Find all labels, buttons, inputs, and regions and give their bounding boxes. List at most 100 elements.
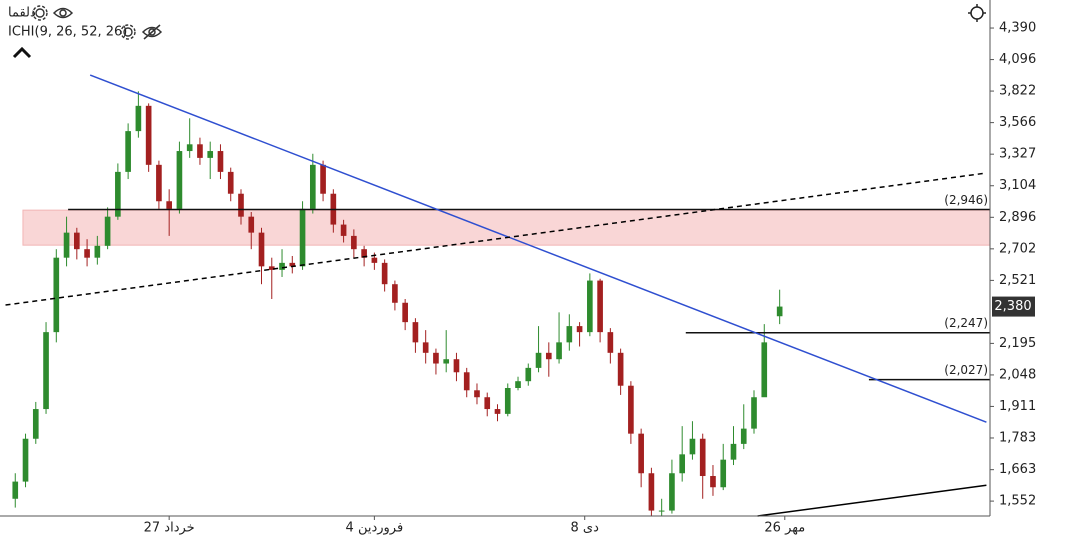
- y-tick-label: 4,096: [999, 52, 1036, 67]
- candle-body: [227, 171, 234, 194]
- candle-body: [238, 193, 244, 217]
- candle-body: [761, 342, 768, 398]
- candle-body: [607, 332, 614, 353]
- y-tick-label: 1,911: [999, 399, 1036, 414]
- candle-body: [710, 476, 716, 488]
- candle-body: [535, 352, 542, 368]
- candle-body: [115, 171, 121, 217]
- candle-body: [84, 249, 90, 258]
- candle-body: [679, 454, 686, 474]
- candle-body: [751, 397, 757, 429]
- indicator-name: ICHI(9, 26, 52, 26): [8, 25, 127, 40]
- y-tick-label: 1,663: [999, 462, 1036, 477]
- collapse-icon[interactable]: [12, 46, 32, 59]
- trend-line: [89, 74, 987, 423]
- y-tick-label: 3,822: [999, 84, 1036, 99]
- candle-body: [422, 342, 429, 353]
- candle-body: [515, 381, 521, 389]
- trend-line: [757, 484, 987, 517]
- candle-body: [351, 235, 357, 250]
- candle-body: [258, 232, 265, 267]
- candle-body: [576, 326, 583, 333]
- candle-body: [587, 280, 593, 333]
- candle-body: [217, 151, 224, 172]
- candle-body: [412, 322, 419, 343]
- y-tick-label: 2,702: [999, 241, 1036, 256]
- x-tick-label: 4 فروردین: [346, 521, 404, 536]
- candle-body: [689, 438, 696, 455]
- level-label: (2,247): [944, 316, 988, 330]
- indicator-settings-icon[interactable]: [120, 24, 136, 40]
- candle-body: [730, 443, 737, 460]
- candle-body: [166, 201, 172, 209]
- candle-body: [186, 144, 193, 152]
- candle-body: [556, 342, 562, 360]
- candle-body: [361, 249, 367, 258]
- candle-body: [740, 428, 747, 444]
- y-tick-label: 3,104: [999, 178, 1036, 193]
- y-tick-label: 2,195: [999, 336, 1036, 351]
- candle-body: [545, 352, 552, 360]
- candle-body: [279, 262, 285, 270]
- candle-body: [32, 409, 39, 439]
- candle-body: [135, 105, 142, 132]
- y-tick-label: 4,390: [999, 21, 1036, 36]
- y-tick-label: 2,521: [999, 273, 1036, 288]
- candle-body: [248, 216, 255, 233]
- candle-body: [628, 385, 634, 434]
- candle-body: [22, 438, 29, 482]
- candle-body: [207, 151, 214, 158]
- x-tick-label: 27 خرداد: [144, 521, 195, 536]
- candle-body: [699, 438, 706, 477]
- candle-body: [176, 151, 183, 209]
- candle-body: [494, 409, 501, 414]
- candle-body: [309, 164, 316, 209]
- candle-body: [74, 232, 80, 250]
- x-tick-label: 8 دی: [571, 521, 600, 536]
- y-tick-label: 2,048: [999, 367, 1036, 382]
- candle-body: [658, 510, 665, 512]
- candle-body: [484, 397, 491, 410]
- candle-body: [94, 245, 101, 258]
- candle-body: [289, 262, 296, 267]
- candle-body: [443, 359, 450, 364]
- plot-area: [5, 74, 991, 517]
- indicator-hide-icon[interactable]: [141, 24, 163, 40]
- y-tick-label: 1,552: [999, 494, 1036, 509]
- level-label: (2,027): [944, 363, 988, 377]
- last-price-box: [992, 296, 1035, 317]
- candle-body: [402, 302, 408, 323]
- candle-body: [504, 388, 511, 414]
- y-tick-label: 1,783: [999, 430, 1036, 445]
- candle-body: [720, 459, 727, 488]
- y-tick-label: 2,896: [999, 210, 1036, 225]
- candle-body: [463, 372, 470, 391]
- candle-body: [381, 262, 388, 285]
- candle-body: [197, 144, 203, 158]
- settings-icon[interactable]: [32, 5, 48, 21]
- candle-body: [525, 367, 532, 382]
- zone: [22, 209, 991, 246]
- candle-body: [43, 332, 49, 410]
- candle-body: [145, 105, 152, 165]
- candle-body: [53, 257, 60, 333]
- level-label: (2,946): [944, 193, 988, 207]
- candle-body: [669, 473, 675, 511]
- candle-body: [63, 232, 70, 258]
- crosshair-icon[interactable]: [968, 4, 986, 22]
- symbol-name: دلقما: [8, 6, 36, 21]
- candle-body: [648, 473, 655, 511]
- trend-line: [5, 172, 987, 306]
- candle-body: [12, 481, 19, 499]
- y-tick-label: 3,327: [999, 147, 1036, 162]
- candle-body: [104, 216, 111, 246]
- candle-body: [392, 284, 398, 303]
- visibility-icon[interactable]: [52, 7, 74, 19]
- candle-body: [453, 359, 460, 373]
- candle-body: [340, 224, 347, 236]
- candle-body: [776, 306, 783, 317]
- candle-body: [268, 266, 275, 270]
